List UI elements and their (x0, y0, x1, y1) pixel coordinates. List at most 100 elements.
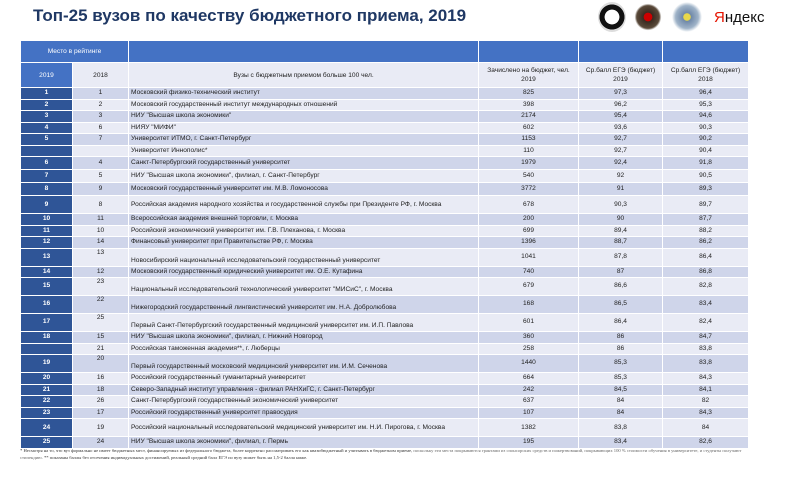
rank-2018: 18 (71, 383, 130, 396)
enrolled: 1153 (478, 133, 580, 146)
university-name: Первый государственный московский медици… (128, 354, 480, 373)
table-row: 2 2 Московский государственный институт ме… (20, 98, 750, 111)
ege-2019: 88,7 (578, 236, 664, 249)
table-row: 20 16 Российский государственный гуманитар… (20, 372, 750, 385)
university-name: Университет Иннополис* (128, 144, 480, 157)
table-row: 16 22 Нижегородский государственный лингви… (20, 295, 750, 314)
header-2019: 2019 (20, 62, 73, 88)
rank-2018: 15 (71, 331, 130, 344)
ege-2018: 82,8 (662, 277, 750, 296)
rank-2019: 23 (20, 406, 73, 419)
rank-2019: 21 (20, 383, 73, 396)
header-2018: 2018 (71, 62, 130, 88)
ege-2018: 88,2 (662, 224, 750, 237)
ege-2018: 84,1 (662, 383, 750, 396)
university-name: НИУ "Высшая школа экономики" (128, 110, 480, 123)
table-row: 18 15 НИУ "Высшая школа экономики", филиал… (20, 331, 750, 344)
enrolled: 1396 (478, 236, 580, 249)
table-row: 3 3 НИУ "Высшая школа экономики" 2174 95,4 94… (20, 110, 750, 123)
university-name: Московский государственный университет и… (128, 182, 480, 196)
ege-2019: 84,5 (578, 383, 664, 396)
ege-2018: 84,3 (662, 406, 750, 419)
rank-2018: 11 (71, 213, 130, 226)
ege-2019: 89,4 (578, 224, 664, 237)
header-ege-2019: Ср.балл ЕГЭ (бюджет) 2019 (578, 62, 664, 88)
yandex-logo: Яндекс (714, 8, 765, 26)
university-name: Московский физико-технический институт (128, 87, 480, 100)
table-row: 1 1 Московский физико-технический институт… (20, 87, 750, 100)
rank-2019: 24 (20, 418, 73, 437)
university-name: Новосибирский национальный исследователь… (128, 247, 480, 267)
enrolled: 398 (478, 98, 580, 111)
ege-2019: 85,3 (578, 354, 664, 373)
ege-2019: 92,7 (578, 133, 664, 146)
ege-2018: 84 (662, 418, 750, 437)
ege-2019: 85,3 (578, 372, 664, 385)
university-name: Российский национальный исследовательски… (128, 418, 480, 437)
rank-2018: 12 (71, 265, 130, 278)
header-ege-2018: Ср.балл ЕГЭ (бюджет) 2018 (662, 62, 750, 88)
table-row: 23 17 Российский государственный университ… (20, 406, 750, 419)
table-row: 8 9 Московский государственный университет… (20, 182, 750, 196)
table-row: 15 23 Национальный исследовательский техно… (20, 277, 750, 296)
rank-2018: 16 (71, 372, 130, 385)
rank-2019: 15 (20, 277, 73, 296)
table-row: 21 Российская таможенная академия**, г. Л… (20, 342, 750, 355)
rank-2019: 6 (20, 156, 73, 170)
table-row: 6 4 Санкт-Петербургский государственный ун… (20, 156, 750, 170)
table-row: 4 6 НИЯУ "МИФИ" 602 93,6 90,3 (20, 121, 750, 134)
rank-2018: 14 (71, 236, 130, 249)
university-name: НИУ "Высшая школа экономики", филиал, г.… (128, 436, 480, 449)
ege-2019: 90,3 (578, 195, 664, 214)
hse-logo-icon (598, 2, 626, 32)
group-header-rank: Место в рейтинге (19, 40, 130, 63)
ege-2019: 86,5 (578, 295, 664, 314)
ege-2018: 94,6 (662, 110, 750, 123)
ege-2019: 95,4 (578, 110, 664, 123)
university-name: Российский государственный гуманитарный … (128, 372, 480, 385)
rank-2019 (20, 342, 73, 355)
ege-2018: 86,2 (662, 236, 750, 249)
ege-2018: 83,4 (662, 295, 750, 314)
rank-2019: 3 (20, 110, 73, 123)
ege-2018: 91,8 (662, 156, 750, 170)
ege-2018: 90,3 (662, 121, 750, 134)
ege-2019: 86,4 (578, 313, 664, 332)
ege-2018: 86,8 (662, 265, 750, 278)
rank-2019: 5 (20, 133, 73, 146)
ranking-table: Место в рейтинге 2019 2018 Вузы с бюджет… (19, 40, 750, 449)
table-row: 7 5 НИУ "Высшая школа экономики", филиал, … (20, 169, 750, 183)
ege-2018: 90,2 (662, 133, 750, 146)
rank-2019: 14 (20, 265, 73, 278)
university-name: Российский экономический университет им.… (128, 224, 480, 237)
ege-2018: 86,4 (662, 247, 750, 267)
rank-2018: 24 (71, 436, 130, 449)
university-name: НИУ "Высшая школа экономики", филиал, г.… (128, 331, 480, 344)
rank-2018: 21 (71, 342, 130, 355)
enrolled: 242 (478, 383, 580, 396)
enrolled: 1382 (478, 418, 580, 437)
enrolled: 2174 (478, 110, 580, 123)
ministry-emblem-icon (670, 2, 704, 32)
rank-2018: 20 (71, 354, 130, 373)
table-row: Университет Иннополис* 110 92,7 90,4 (20, 144, 750, 157)
enrolled: 107 (478, 406, 580, 419)
university-name: Национальный исследовательский технологи… (128, 277, 480, 296)
enrolled: 1440 (478, 354, 580, 373)
rank-2019: 9 (20, 195, 73, 214)
table-row: 19 20 Первый государственный московский ме… (20, 354, 750, 373)
university-name: Финансовый университет при Правительстве… (128, 236, 480, 249)
university-name: Санкт-Петербургский государственный унив… (128, 156, 480, 170)
enrolled: 678 (478, 195, 580, 214)
university-name: Московский государственный юридический у… (128, 265, 480, 278)
page-title: Топ-25 вузов по качеству бюджетного прие… (33, 6, 467, 25)
rank-2019: 16 (20, 295, 73, 314)
rank-2019: 13 (20, 247, 73, 267)
rank-2019: 17 (20, 313, 73, 332)
rank-2018: 7 (71, 133, 130, 146)
rank-2018: 1 (71, 87, 130, 100)
enrolled: 110 (478, 144, 580, 157)
ege-2019: 91 (578, 182, 664, 196)
enrolled: 740 (478, 265, 580, 278)
rank-2018: 13 (71, 247, 130, 267)
